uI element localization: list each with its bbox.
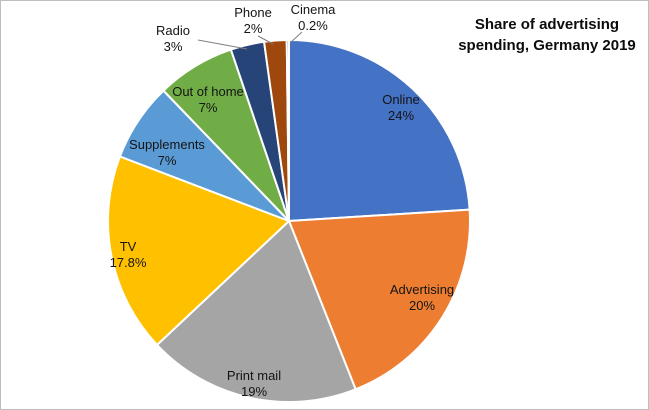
slice-label-name: TV — [119, 239, 137, 254]
pie-slice-advertising — [288, 208, 471, 391]
slice-label-name: Out of home — [172, 84, 244, 99]
slice-label-name: Cinema — [290, 2, 336, 17]
slice-label-value: 20% — [408, 298, 436, 313]
slice-label-value: 7% — [198, 100, 218, 115]
slice-label-name: Online — [382, 92, 420, 107]
pie-slice-tv — [107, 155, 290, 346]
phone-leader-line — [257, 35, 274, 45]
slice-label-tv: TV 17.8% — [82, 239, 174, 271]
slice-label-value: 24% — [387, 108, 415, 123]
radio-leader-line — [197, 39, 248, 50]
leader-lines-group — [197, 31, 303, 50]
slice-label-value: 2% — [243, 21, 263, 36]
slice-label-advertising: Advertising 20% — [376, 282, 468, 314]
slice-label-supplements: Supplements 7% — [121, 137, 213, 169]
chart-title: Share of advertising spending, Germany 2… — [458, 16, 636, 54]
slice-label-print-mail: Print mail 19% — [208, 368, 300, 400]
slice-label-out-of-home: Out of home 7% — [162, 84, 254, 116]
slice-label-radio: Radio 3% — [127, 23, 219, 55]
slice-label-name: Phone — [234, 5, 272, 20]
slice-label-value: 3% — [163, 39, 183, 54]
slice-label-value: 19% — [240, 384, 268, 399]
slice-label-cinema: Cinema 0.2% — [267, 2, 359, 34]
pie-slice-cinema — [285, 38, 290, 222]
pie-slice-print-mail — [156, 220, 357, 403]
slice-label-name: Radio — [156, 23, 190, 38]
slice-label-name: Print mail — [226, 368, 282, 383]
slice-label-name: Advertising — [389, 282, 455, 297]
pie-slice-online — [288, 39, 471, 222]
slice-label-value: 17.8% — [109, 255, 147, 270]
slice-label-value: 7% — [157, 153, 177, 168]
cinema-leader-line — [289, 31, 303, 44]
slice-label-online: Online 24% — [355, 92, 447, 124]
slice-label-value: 0.2% — [298, 18, 328, 33]
pie-slices-group — [107, 38, 471, 403]
slice-label-name: Supplements — [129, 137, 205, 152]
slice-label-phone: Phone 2% — [207, 5, 299, 37]
